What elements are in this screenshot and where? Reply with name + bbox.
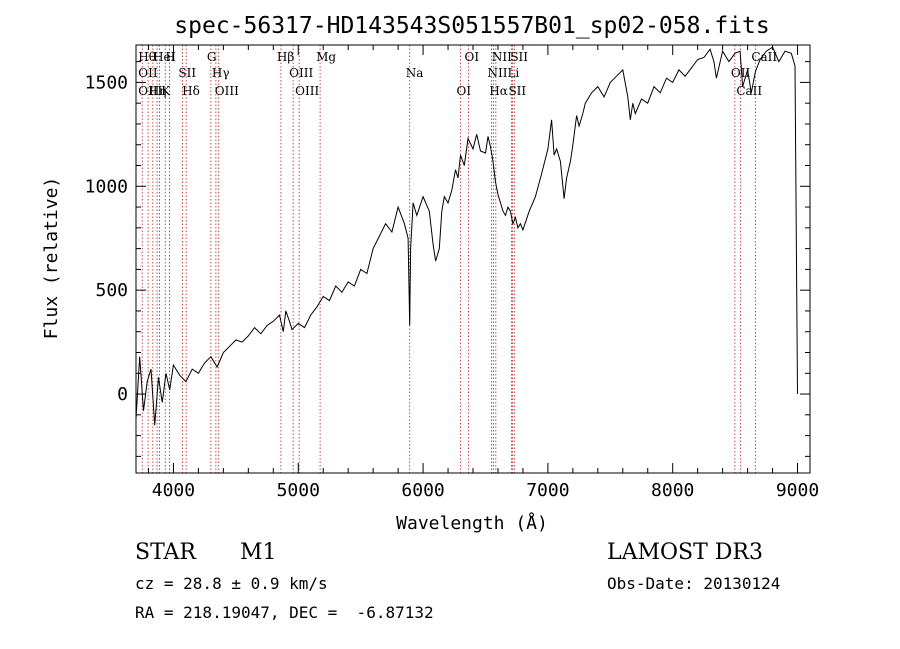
line-label: NII (487, 66, 507, 80)
object-type: STAR (135, 540, 196, 565)
line-label: Hγ (212, 66, 230, 80)
line-label: Hθ (138, 50, 156, 64)
line-label: Li (507, 66, 519, 80)
y-tick-label: 1000 (85, 176, 128, 197)
line-label: H (165, 50, 175, 64)
spectral-line-markers (141, 45, 756, 473)
coordinates: RA = 218.19047, DEC = -6.87132 (135, 603, 434, 622)
line-label: OIII (215, 84, 239, 98)
y-tick-label: 1500 (85, 72, 128, 93)
line-label: Na (406, 66, 424, 80)
line-label: HeI (153, 50, 176, 64)
y-tick-label: 0 (117, 384, 128, 405)
line-label: K (161, 84, 171, 98)
spectrum-line (135, 46, 798, 426)
spectral-line-labels: HθOIIOIIIHηHeIKHSIIHδGHγOIIIHβOIIIOIIIMg… (138, 50, 777, 98)
line-label: Hβ (277, 50, 294, 64)
line-label: SII (178, 66, 196, 80)
y-axis-label: Flux (relative) (41, 177, 62, 340)
x-tick-label: 9000 (776, 480, 819, 501)
line-label: OIII (289, 66, 313, 80)
line-label: G (207, 50, 217, 64)
x-axis-label: Wavelength (Å) (396, 512, 548, 534)
line-label: Hδ (182, 84, 200, 98)
line-label: Hα (489, 84, 508, 98)
plot-frame (135, 44, 811, 474)
x-tick-label: 7000 (526, 480, 569, 501)
redshift-cz: cz = 28.8 ± 0.9 km/s (135, 574, 328, 593)
x-tick-label: 4000 (152, 480, 195, 501)
line-label: CaII (751, 50, 777, 64)
line-label: Hη (149, 84, 167, 98)
x-tick-label: 6000 (401, 480, 444, 501)
line-label: CaII (736, 84, 762, 98)
line-label: SII (508, 84, 526, 98)
x-tick-label: 8000 (651, 480, 694, 501)
chart-title: spec-56317-HD143543S051557B01_sp02-058.f… (174, 13, 769, 39)
axis-ticks: 4000 5000 6000 7000 8000 9000 0 500 1000 1500 (85, 45, 819, 501)
line-label: OI (457, 84, 472, 98)
y-tick-label: 500 (95, 280, 128, 301)
survey-name: LAMOST DR3 (607, 540, 763, 565)
line-label: OII (731, 66, 751, 80)
observation-date: Obs-Date: 20130124 (607, 574, 781, 593)
line-label: OIII (295, 84, 319, 98)
x-tick-label: 5000 (277, 480, 320, 501)
line-label: OIII (138, 84, 162, 98)
line-label: SII (510, 50, 528, 64)
object-subclass: M1 (240, 540, 277, 565)
line-label: OI (465, 50, 480, 64)
line-label: NII (492, 50, 512, 64)
line-label: OII (138, 66, 158, 80)
line-label: Mg (316, 50, 336, 64)
